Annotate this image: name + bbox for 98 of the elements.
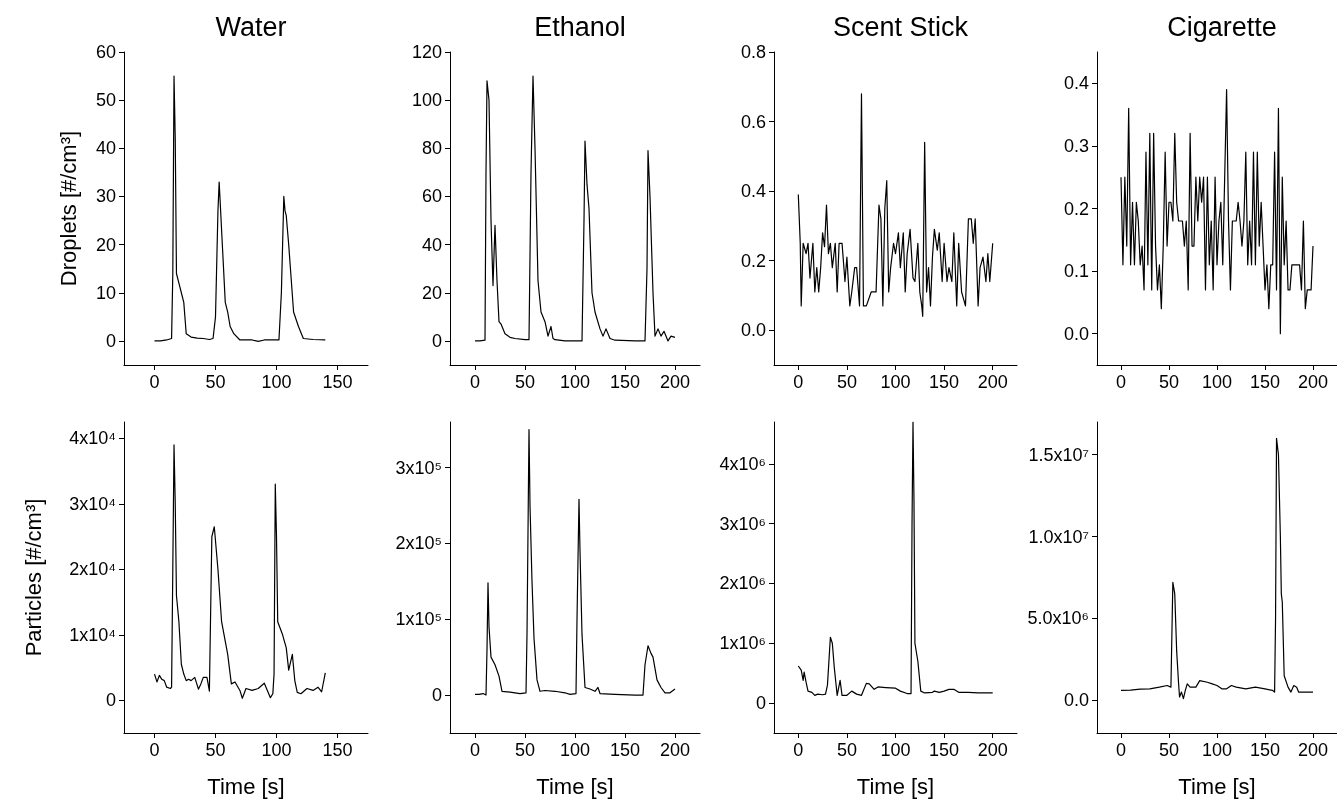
y-tick-label: 50 — [95, 90, 116, 111]
y-tick-label: 1x10⁶ — [719, 633, 766, 654]
line-series — [474, 428, 676, 696]
y-tick-label: 0 — [431, 685, 442, 706]
x-tick-label: 150 — [609, 740, 641, 760]
y-tick-label: 20 — [95, 234, 116, 255]
x-tick-label: 50 — [1158, 740, 1180, 760]
x-tick-label: 0 — [793, 372, 804, 392]
x-tick-label: 50 — [836, 740, 857, 760]
x-tick-label: 150 — [929, 372, 960, 392]
x-tick-label: 0 — [793, 740, 804, 760]
y-tick-label: 0.2 — [740, 250, 766, 271]
chart-title: Water — [215, 11, 287, 42]
x-tick-label: 100 — [261, 740, 292, 760]
x-tick-label: 0 — [469, 740, 481, 760]
y-tick-label: 120 — [411, 42, 442, 62]
x-tick-label: 0 — [149, 372, 160, 392]
y-tick-label: 60 — [421, 186, 442, 207]
y-axis-title: Droplets [#/cm³] — [55, 130, 81, 287]
x-axis-title: Time [s] — [207, 773, 285, 799]
x-tick-label: 150 — [322, 372, 353, 392]
y-tick-label: 2x10⁵ — [395, 533, 442, 554]
x-tick-label: 100 — [261, 372, 292, 392]
y-tick-label: 0.2 — [1063, 198, 1089, 219]
x-tick-label: 100 — [1201, 372, 1233, 392]
y-tick-label: 1.5x10⁷ — [1028, 444, 1089, 465]
chart-title: Scent Stick — [832, 11, 969, 42]
y-tick-label: 2x10⁴ — [69, 559, 116, 580]
x-tick-label: 200 — [659, 372, 691, 392]
y-tick-label: 4x10⁴ — [69, 428, 116, 449]
line-series — [797, 93, 994, 317]
x-axis-title: Time [s] — [536, 773, 614, 799]
line-series — [1120, 437, 1314, 700]
y-tick-label: 3x10⁶ — [719, 513, 766, 534]
chart-title: Cigarette — [1167, 11, 1277, 42]
y-tick-label: 80 — [421, 138, 442, 159]
y-tick-label: 4x10⁶ — [719, 453, 766, 474]
y-tick-label: 0 — [431, 330, 442, 351]
x-tick-label: 50 — [205, 372, 226, 392]
x-tick-label: 100 — [880, 372, 911, 392]
line-series — [153, 444, 326, 699]
y-tick-label: 1x10⁴ — [69, 624, 116, 645]
y-tick-label: 0.0 — [740, 320, 766, 341]
x-tick-label: 50 — [836, 372, 857, 392]
x-tick-label: 150 — [1249, 740, 1281, 760]
x-tick-label: 200 — [977, 740, 1008, 760]
x-tick-label: 150 — [1249, 372, 1281, 392]
line-series — [1120, 88, 1314, 335]
x-tick-label: 100 — [559, 372, 591, 392]
y-tick-label: 0.4 — [740, 181, 766, 202]
y-tick-label: 60 — [95, 42, 116, 62]
y-tick-label: 0 — [105, 690, 116, 711]
y-tick-label: 30 — [95, 186, 116, 207]
x-tick-label: 150 — [609, 372, 641, 392]
x-tick-label: 100 — [1201, 740, 1233, 760]
y-tick-label: 0.8 — [740, 42, 766, 62]
y-tick-label: 3x10⁴ — [69, 493, 116, 514]
x-tick-label: 0 — [149, 740, 160, 760]
y-tick-label: 0.1 — [1063, 261, 1089, 282]
x-tick-label: 50 — [205, 740, 226, 760]
y-tick-label: 5.0x10⁶ — [1027, 608, 1089, 629]
x-tick-label: 50 — [514, 372, 536, 392]
x-tick-label: 0 — [1115, 740, 1127, 760]
x-tick-label: 50 — [1158, 372, 1180, 392]
x-tick-label: 50 — [514, 740, 536, 760]
y-tick-label: 0 — [105, 330, 116, 351]
x-tick-label: 200 — [1297, 740, 1329, 760]
x-tick-label: 0 — [1115, 372, 1127, 392]
x-tick-label: 100 — [559, 740, 591, 760]
x-tick-label: 100 — [880, 740, 911, 760]
x-tick-label: 200 — [977, 372, 1008, 392]
y-tick-label: 1.0x10⁷ — [1028, 526, 1089, 547]
line-series — [153, 75, 326, 342]
y-tick-label: 100 — [411, 90, 442, 111]
x-tick-label: 150 — [322, 740, 353, 760]
y-axis-title: Particles [#/cm³] — [20, 498, 46, 657]
y-tick-label: 40 — [95, 138, 116, 159]
y-tick-label: 0.4 — [1063, 73, 1089, 94]
y-tick-label: 0.3 — [1063, 135, 1089, 156]
y-tick-label: 3x10⁵ — [395, 457, 442, 478]
line-series — [474, 75, 676, 342]
y-tick-label: 0.0 — [1063, 323, 1089, 344]
chart-title: Ethanol — [534, 11, 626, 42]
x-tick-label: 200 — [1297, 372, 1329, 392]
x-axis-title: Time [s] — [1178, 773, 1256, 799]
x-tick-label: 150 — [929, 740, 960, 760]
y-tick-label: 0.6 — [740, 111, 766, 132]
y-tick-label: 0 — [755, 693, 766, 714]
y-tick-label: 1x10⁵ — [395, 609, 442, 630]
y-tick-label: 10 — [95, 282, 116, 303]
y-tick-label: 20 — [421, 282, 442, 303]
x-tick-label: 200 — [659, 740, 691, 760]
x-axis-title: Time [s] — [856, 773, 935, 799]
x-tick-label: 0 — [469, 372, 481, 392]
line-series — [797, 421, 994, 696]
y-tick-label: 2x10⁶ — [719, 573, 766, 594]
y-tick-label: 40 — [421, 234, 442, 255]
y-tick-label: 0.0 — [1063, 690, 1089, 711]
